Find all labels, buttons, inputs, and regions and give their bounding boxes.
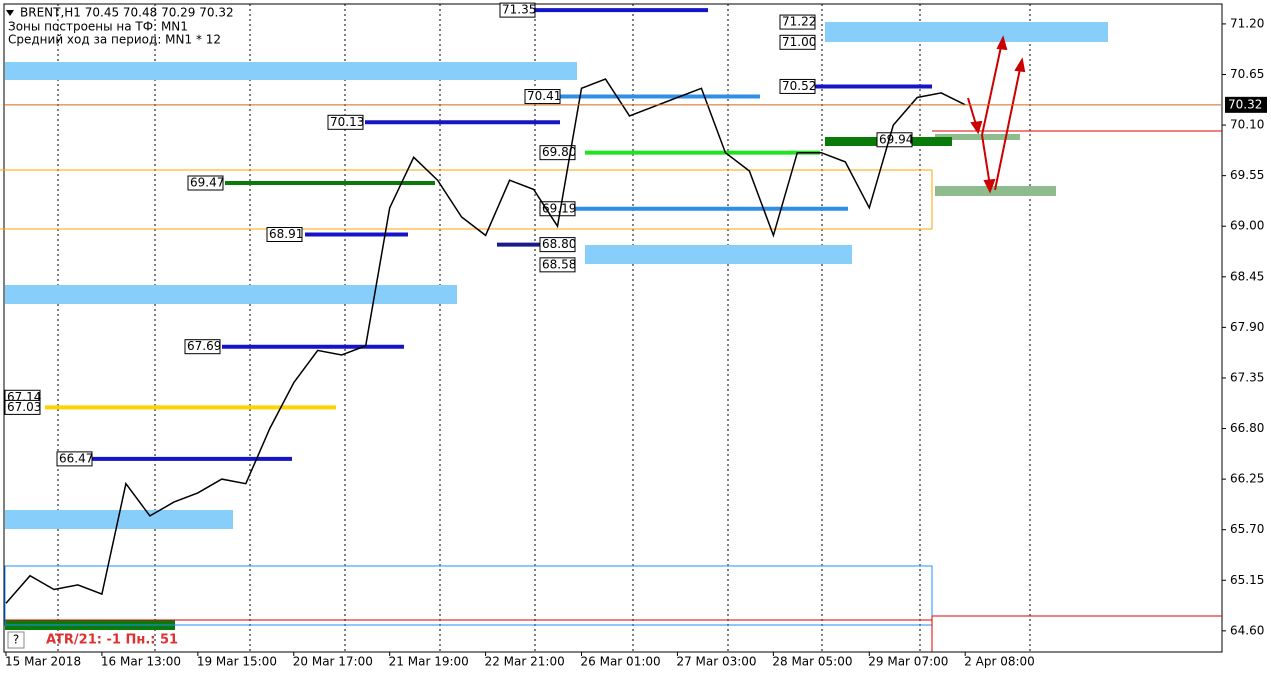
plot-frame (3, 3, 1223, 653)
zone (935, 134, 1020, 140)
arrow (994, 63, 1022, 191)
y-tick-label: 70.10 (1230, 118, 1264, 132)
zone (585, 245, 852, 264)
help-button[interactable] (7, 631, 25, 649)
level-label: 66.47 (59, 451, 93, 465)
arrows (967, 35, 1026, 194)
level-box (524, 89, 561, 105)
y-tick-label: 71.20 (1230, 16, 1264, 30)
zones (0, 22, 1222, 652)
level-label: 71.00 (782, 35, 816, 49)
y-tick-label: 65.15 (1230, 573, 1264, 587)
price-line (5, 78, 966, 604)
level-box (539, 257, 576, 273)
x-tick-label: 20 Mar 17:00 (293, 655, 373, 669)
x-tick-label: 21 Mar 19:00 (389, 655, 469, 669)
header-line: BRENT,H1 70.45 70.48 70.29 70.32 (20, 6, 234, 20)
arrow-head (970, 120, 983, 135)
y-tick-label: 69.00 (1230, 219, 1264, 233)
x-tick-label: 28 Mar 05:00 (772, 655, 852, 669)
level-label: 71.22 (782, 15, 816, 29)
level-box (539, 145, 576, 161)
zone (5, 285, 457, 304)
arrow-head (983, 178, 996, 194)
header-line: Зоны построены на ТФ: MN1 (8, 20, 188, 34)
current-price-box (1225, 96, 1267, 113)
level-label: 67.03 (7, 400, 41, 414)
y-tick-label: 67.35 (1230, 370, 1264, 384)
y-tick-label: 68.45 (1230, 269, 1264, 283)
level-box (327, 114, 364, 130)
x-tick-label: 29 Mar 07:00 (868, 655, 948, 669)
level-box (779, 34, 816, 50)
level-box (876, 132, 913, 148)
y-tick-label: 70.65 (1230, 67, 1264, 81)
level-label: 68.80 (542, 237, 576, 251)
zone (5, 62, 577, 80)
x-tick-label: 19 Mar 15:00 (197, 655, 277, 669)
level-label: 70.13 (330, 115, 364, 129)
x-tick-label: 16 Mar 13:00 (101, 655, 181, 669)
level-label: 68.58 (542, 257, 576, 271)
header-line: Средний ход за период: MN1 * 12 (8, 33, 221, 47)
level-box (539, 237, 576, 253)
x-tick-label: 26 Mar 01:00 (581, 655, 661, 669)
zone (825, 22, 1108, 42)
menu-icon (6, 10, 14, 16)
level-box (187, 175, 224, 191)
current-price-label: 70.32 (1228, 97, 1262, 111)
level-label: 69.80 (542, 145, 576, 159)
level-label: 70.41 (527, 89, 561, 103)
x-tick-label: 27 Mar 03:00 (676, 655, 756, 669)
level-label: 69.19 (542, 201, 576, 215)
level-box (4, 399, 41, 415)
level-box (779, 78, 816, 94)
indicator-text: ATR/21: -1 Пн.: 51 (46, 633, 178, 648)
arrow-head (996, 35, 1008, 51)
level-label: 67.69 (187, 339, 221, 353)
help-text[interactable]: ? (13, 633, 19, 647)
x-tick-label: 15 Mar 2018 (5, 655, 81, 669)
y-tick-label: 66.80 (1230, 421, 1264, 435)
range-box (4, 565, 933, 626)
arrow-head (1014, 57, 1026, 73)
arrow (981, 134, 991, 187)
y-tick-label: 65.70 (1230, 522, 1264, 536)
level-label: 71.35 (502, 3, 536, 17)
x-tick-label: 2 Apr 08:00 (964, 655, 1035, 669)
y-tick-label: 66.25 (1230, 472, 1264, 486)
level-label: 68.91 (269, 227, 303, 241)
level-box (184, 339, 221, 355)
zone (5, 510, 233, 529)
zone (935, 186, 1056, 196)
level-label: 69.94 (879, 132, 913, 146)
level-box (499, 2, 536, 18)
level-box (56, 451, 93, 467)
y-tick-label: 67.90 (1230, 320, 1264, 334)
level-box (779, 14, 816, 30)
header: BRENT,H1 70.45 70.48 70.29 70.32 Зоны по… (6, 6, 234, 47)
level-label: 69.47 (190, 176, 224, 190)
level-box (266, 226, 303, 242)
x-tick-label: 22 Mar 21:00 (485, 655, 565, 669)
y-tick-label: 64.60 (1230, 623, 1264, 637)
arrow (981, 41, 1003, 136)
level-label: 70.52 (782, 79, 816, 93)
y-tick-label: 69.55 (1230, 168, 1264, 182)
